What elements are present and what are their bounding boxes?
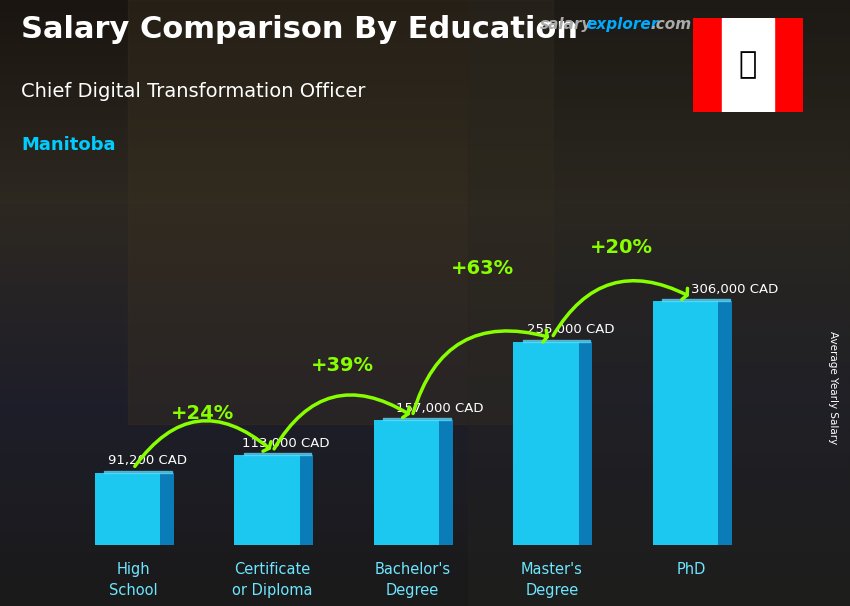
Text: +24%: +24% <box>172 404 235 423</box>
Text: 113,000 CAD: 113,000 CAD <box>242 437 330 450</box>
Text: 🍁: 🍁 <box>739 51 757 79</box>
Bar <box>579 342 592 545</box>
Text: Chief Digital Transformation Officer: Chief Digital Transformation Officer <box>21 82 366 101</box>
Text: .com: .com <box>650 17 691 32</box>
Text: 255,000 CAD: 255,000 CAD <box>527 324 615 336</box>
Bar <box>374 420 441 545</box>
Text: 91,200 CAD: 91,200 CAD <box>108 454 187 467</box>
Text: explorer: explorer <box>586 17 659 32</box>
Bar <box>653 301 721 545</box>
Bar <box>439 420 453 545</box>
Bar <box>299 455 314 545</box>
Text: salary: salary <box>540 17 592 32</box>
Bar <box>774 18 803 112</box>
Text: +63%: +63% <box>450 259 513 278</box>
Bar <box>722 18 774 112</box>
Text: +20%: +20% <box>590 238 653 256</box>
Text: Salary Comparison By Education: Salary Comparison By Education <box>21 15 578 44</box>
Text: 157,000 CAD: 157,000 CAD <box>395 402 483 415</box>
Text: Manitoba: Manitoba <box>21 136 116 155</box>
Bar <box>468 0 850 606</box>
Bar <box>235 455 302 545</box>
Bar <box>693 18 722 112</box>
Text: 306,000 CAD: 306,000 CAD <box>691 282 779 296</box>
Text: +39%: +39% <box>311 356 374 375</box>
Text: Average Yearly Salary: Average Yearly Salary <box>828 331 838 444</box>
Bar <box>718 301 732 545</box>
Bar <box>95 473 162 545</box>
Bar <box>128 0 552 424</box>
Bar <box>513 342 581 545</box>
Bar <box>160 473 174 545</box>
